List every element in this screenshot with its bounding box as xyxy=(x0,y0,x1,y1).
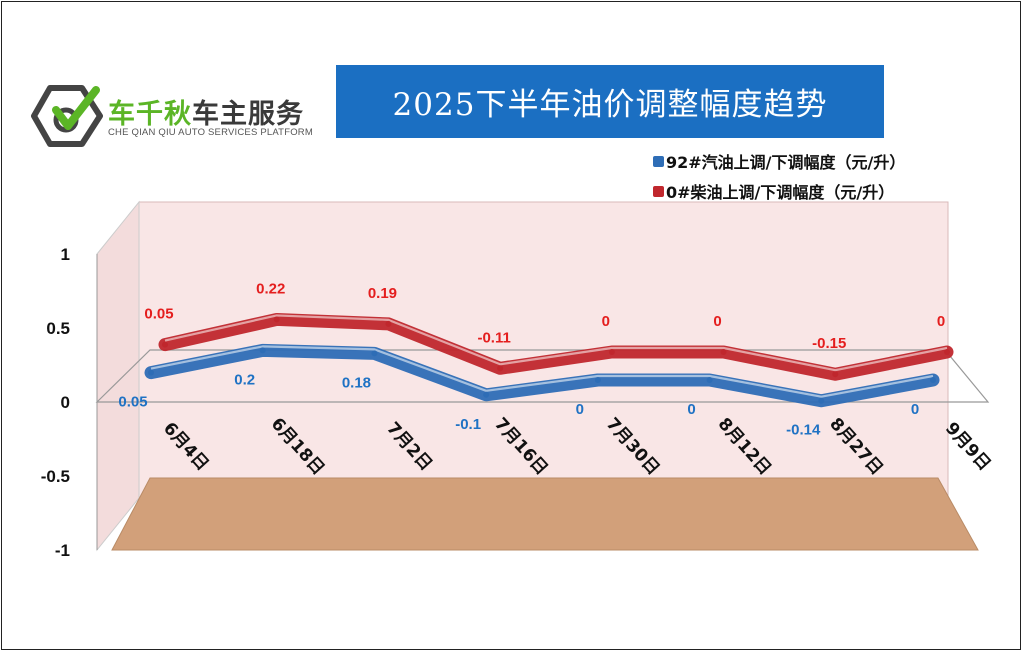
logo-wordmark-accent: 车千秋 xyxy=(108,99,192,130)
data-label-gasoline: 0.18 xyxy=(342,374,371,391)
data-point-gasoline xyxy=(371,350,378,357)
legend-swatch-diesel xyxy=(653,185,664,197)
series-highlight-gasoline xyxy=(150,345,934,398)
data-point-gasoline xyxy=(930,377,936,383)
legend-label-gasoline: 92#汽油上调/下调幅度（元/升） xyxy=(666,153,906,172)
data-point-diesel xyxy=(832,371,839,378)
y-tick-label: -1 xyxy=(55,541,70,560)
data-point-gasoline xyxy=(706,377,713,383)
logo-subtitle: CHE QIAN QIU AUTO SERVICES PLATFORM xyxy=(108,127,313,138)
data-label-diesel: 0.22 xyxy=(256,280,285,297)
y-tick-label: 0 xyxy=(61,393,70,412)
x-tick-label: 9月9日 xyxy=(941,419,994,475)
chart-floor xyxy=(111,477,979,551)
logo-wordmark-rest: 车主服务 xyxy=(192,99,304,130)
series-line-diesel xyxy=(158,312,954,381)
series-highlight-diesel xyxy=(164,314,948,372)
data-point-diesel xyxy=(720,349,727,355)
data-label-diesel: 0 xyxy=(713,313,721,330)
y-tick-label: -0.5 xyxy=(41,467,70,486)
data-point-gasoline xyxy=(148,369,154,376)
data-point-gasoline xyxy=(483,391,490,398)
data-label-gasoline: 0 xyxy=(576,401,584,418)
legend-item-gasoline: 92#汽油上调/下调幅度（元/升） xyxy=(653,146,905,176)
chart-legend: 92#汽油上调/下调幅度（元/升） 0#柴油上调/下调幅度（元/升） xyxy=(653,146,905,206)
chart-side-wall xyxy=(96,200,140,552)
data-label-gasoline: -0.14 xyxy=(786,422,821,439)
data-label-diesel: 0 xyxy=(937,313,945,330)
data-label-diesel: -0.15 xyxy=(812,335,846,352)
data-label-gasoline: -0.1 xyxy=(455,416,481,433)
data-point-gasoline xyxy=(259,347,266,354)
data-point-diesel xyxy=(944,349,950,355)
data-point-diesel xyxy=(273,316,280,323)
legend-item-diesel: 0#柴油上调/下调幅度（元/升） xyxy=(653,176,905,206)
data-point-gasoline xyxy=(818,397,825,404)
y-tick-label: 0.5 xyxy=(46,319,70,338)
chart-title: 2025下半年油价调整幅度趋势 xyxy=(336,65,884,138)
data-label-diesel: 0.19 xyxy=(368,285,397,302)
data-label-diesel: -0.11 xyxy=(477,329,510,346)
car-wheel-check-icon xyxy=(31,85,103,147)
data-label-gasoline: 0.2 xyxy=(234,371,255,388)
data-point-diesel xyxy=(385,320,392,327)
data-label-diesel: 0.05 xyxy=(144,306,173,323)
data-label-gasoline: 0.05 xyxy=(118,394,147,411)
data-point-diesel xyxy=(497,365,504,372)
series-line-gasoline xyxy=(144,343,940,408)
logo-wordmark: 车千秋车主服务 xyxy=(108,92,304,131)
data-point-diesel xyxy=(608,349,615,355)
y-tick-label: 1 xyxy=(61,245,70,264)
legend-label-diesel: 0#柴油上调/下调幅度（元/升） xyxy=(666,183,895,202)
data-point-gasoline xyxy=(594,377,601,383)
data-label-gasoline: 0 xyxy=(911,401,919,418)
data-label-gasoline: 0 xyxy=(687,401,695,418)
data-point-diesel xyxy=(162,341,168,348)
data-label-diesel: 0 xyxy=(602,313,610,330)
brand-logo: 车千秋车主服务 CHE QIAN QIU AUTO SERVICES PLATF… xyxy=(30,80,330,152)
legend-swatch-gasoline xyxy=(653,155,664,167)
